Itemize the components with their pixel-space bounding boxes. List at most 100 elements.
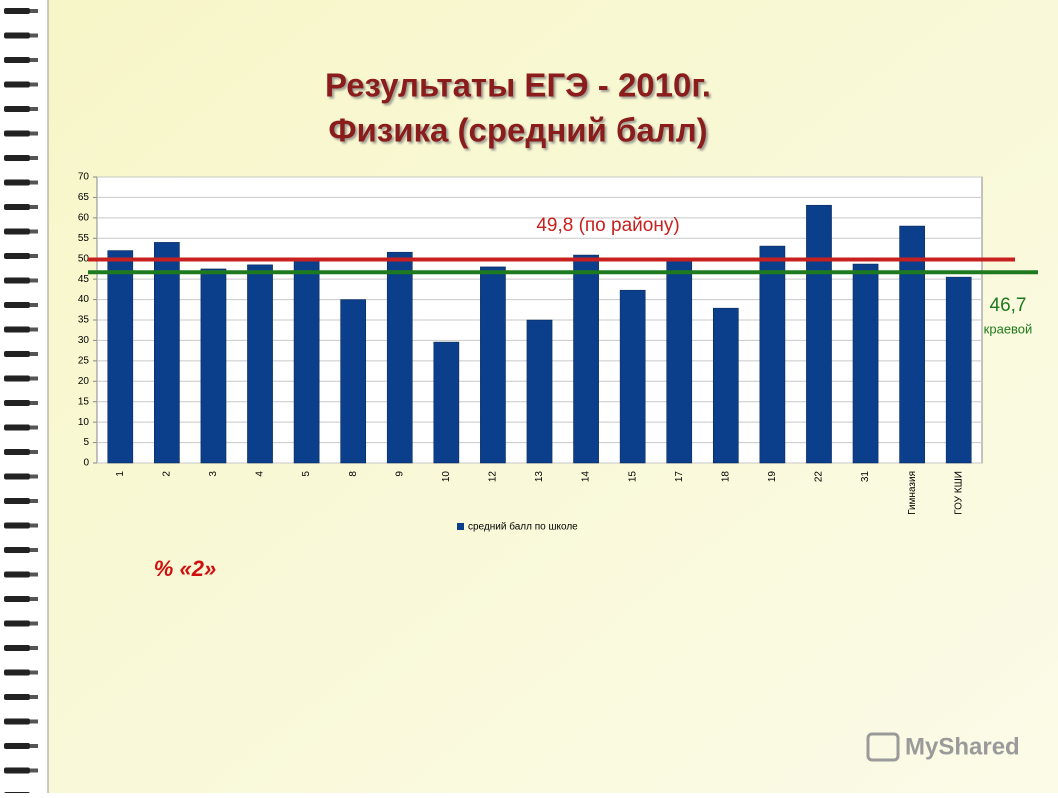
spiral-ring xyxy=(4,326,30,333)
spiral-hole xyxy=(30,254,38,258)
spiral-ring xyxy=(4,424,30,431)
bar xyxy=(480,266,506,464)
spiral-ring xyxy=(4,179,30,186)
spiral-hole xyxy=(30,401,38,405)
spiral-ring xyxy=(4,106,30,112)
spiral-hole xyxy=(30,33,38,38)
spiral-ring xyxy=(4,498,30,504)
x-tick-label: ГОУ КШИ xyxy=(953,471,964,515)
x-tick-label: 22 xyxy=(814,471,825,483)
spiral-hole xyxy=(30,376,38,381)
reference-label: 49,8 (по району) xyxy=(536,215,679,236)
spiral-ring xyxy=(4,253,30,259)
spiral-hole xyxy=(30,229,38,234)
spiral-ring xyxy=(4,32,30,39)
x-tick-label: 5 xyxy=(301,471,312,477)
x-tick-label: 17 xyxy=(674,471,685,483)
spiral-hole xyxy=(30,156,38,160)
spiral-ring xyxy=(4,277,30,284)
y-tick-label: 0 xyxy=(83,458,89,469)
annotation: % «2» xyxy=(154,556,216,581)
bar xyxy=(200,268,227,464)
y-tick-label: 25 xyxy=(78,355,90,366)
spiral-hole xyxy=(30,474,38,479)
x-tick-label: 10 xyxy=(441,471,452,483)
spiral xyxy=(4,8,38,798)
spiral-ring xyxy=(4,8,30,14)
spiral-hole xyxy=(30,58,38,62)
spiral-hole xyxy=(30,572,38,577)
bar xyxy=(247,264,273,464)
x-tick-label: 4 xyxy=(255,471,266,477)
x-tick-label: 12 xyxy=(488,471,499,483)
spiral-ring xyxy=(4,473,30,480)
y-tick-label: 40 xyxy=(78,294,90,305)
spiral-hole xyxy=(30,352,38,356)
reference-note: краевой xyxy=(984,321,1033,336)
bar xyxy=(154,242,180,464)
spiral-ring xyxy=(4,743,30,749)
y-tick-label: 55 xyxy=(78,233,90,244)
spiral-ring xyxy=(4,228,30,235)
spiral-hole xyxy=(30,82,38,87)
legend-swatch xyxy=(457,523,464,530)
spiral-ring xyxy=(4,669,30,676)
spiral-hole xyxy=(30,450,38,454)
x-tick-label: 3 xyxy=(208,471,219,477)
spiral-ring xyxy=(4,351,30,357)
spiral-ring xyxy=(4,620,30,627)
spiral-ring xyxy=(4,400,30,406)
spiral-hole xyxy=(30,621,38,626)
spiral-ring xyxy=(4,767,30,774)
spiral-ring xyxy=(4,155,30,161)
watermark-icon xyxy=(866,732,900,762)
bar xyxy=(712,307,739,464)
x-tick-label: 2 xyxy=(162,471,173,477)
spiral-ring xyxy=(4,547,30,553)
bar xyxy=(293,257,320,464)
spiral-hole xyxy=(30,744,38,748)
y-tick-label: 45 xyxy=(78,274,90,285)
y-tick-label: 5 xyxy=(83,437,89,448)
x-tick-label: 31 xyxy=(860,471,871,483)
y-tick-label: 60 xyxy=(78,212,90,223)
bar xyxy=(666,259,693,464)
spiral-hole xyxy=(30,9,38,13)
bar xyxy=(107,250,134,464)
x-tick-label: 13 xyxy=(534,471,545,483)
x-tick-label: 19 xyxy=(767,471,778,483)
spiral-hole xyxy=(30,180,38,185)
spiral-hole xyxy=(30,327,38,332)
bar xyxy=(573,254,599,464)
spiral-hole xyxy=(30,695,38,699)
spiral-hole xyxy=(30,205,38,209)
spiral-ring xyxy=(4,596,30,602)
spiral-hole xyxy=(30,597,38,601)
x-tick-label: 15 xyxy=(627,471,638,483)
y-tick-label: 20 xyxy=(78,376,90,387)
y-tick-label: 35 xyxy=(78,315,90,326)
y-tick-label: 50 xyxy=(78,253,90,264)
y-tick-label: 15 xyxy=(78,396,90,407)
spiral-ring xyxy=(4,522,30,529)
x-tick-label: Гимназия xyxy=(907,471,918,515)
spiral-hole xyxy=(30,719,38,724)
spiral-ring xyxy=(4,130,30,137)
x-tick-label: 1 xyxy=(115,471,126,477)
x-tick-label: 14 xyxy=(581,471,592,483)
y-tick-label: 70 xyxy=(78,172,90,183)
bar xyxy=(526,319,553,464)
y-tick-label: 65 xyxy=(78,192,90,203)
spiral-ring xyxy=(4,718,30,725)
spiral-ring xyxy=(4,204,30,210)
bar xyxy=(619,289,646,464)
spiral-hole xyxy=(30,523,38,528)
spiral-hole xyxy=(30,303,38,307)
bar xyxy=(899,225,925,464)
watermark: MyShared xyxy=(905,733,1020,760)
bar xyxy=(759,245,786,464)
x-tick-label: 8 xyxy=(348,471,359,477)
spiral-ring xyxy=(4,571,30,578)
reference-label: 46,7 xyxy=(990,295,1027,316)
